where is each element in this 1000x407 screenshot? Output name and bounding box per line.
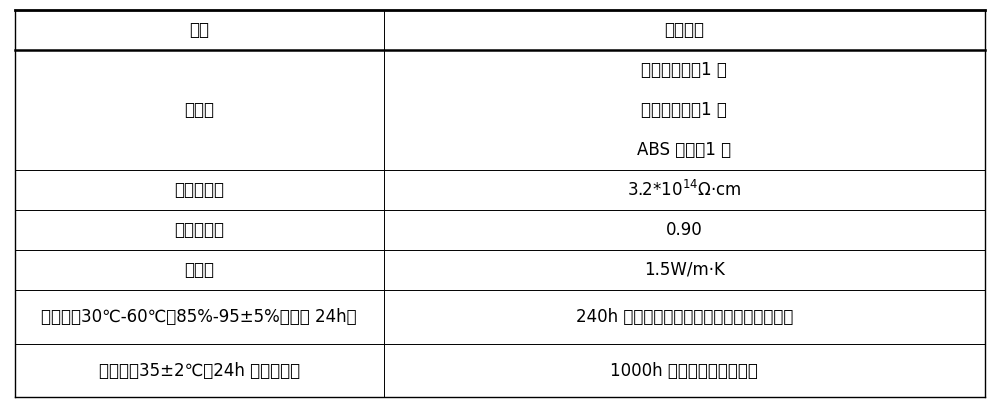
Text: 1.5W/m·K: 1.5W/m·K	[644, 261, 725, 279]
Text: 耐湿热（30℃-60℃，85%-95±5%，周期 24h）: 耐湿热（30℃-60℃，85%-95±5%，周期 24h）	[41, 308, 357, 326]
Text: 240h 漆膜无变色、无起泡、无生锈、无脱落: 240h 漆膜无变色、无起泡、无生锈、无脱落	[576, 308, 793, 326]
Text: 1000h 漆膜无起泡、无生锈: 1000h 漆膜无起泡、无生锈	[610, 361, 758, 380]
Text: 马口铁基材：1 级: 马口铁基材：1 级	[641, 61, 727, 79]
Text: ABS 基材：1 级: ABS 基材：1 级	[637, 141, 731, 159]
Text: 附着力: 附着力	[184, 101, 214, 119]
Text: 测试结果: 测试结果	[664, 21, 704, 39]
Text: 体积电阵率: 体积电阵率	[174, 181, 224, 199]
Text: 耐盐雾（35±2℃，24h 连续喷雾）: 耐盐雾（35±2℃，24h 连续喷雾）	[99, 361, 300, 380]
Text: 铝合金基材：1 级: 铝合金基材：1 级	[641, 101, 727, 119]
Text: 热导率: 热导率	[184, 261, 214, 279]
Text: 半球发射率: 半球发射率	[174, 221, 224, 239]
Text: 3.2*10$^{14}$Ω·cm: 3.2*10$^{14}$Ω·cm	[627, 180, 742, 200]
Text: 指标: 指标	[189, 21, 209, 39]
Text: 0.90: 0.90	[666, 221, 703, 239]
